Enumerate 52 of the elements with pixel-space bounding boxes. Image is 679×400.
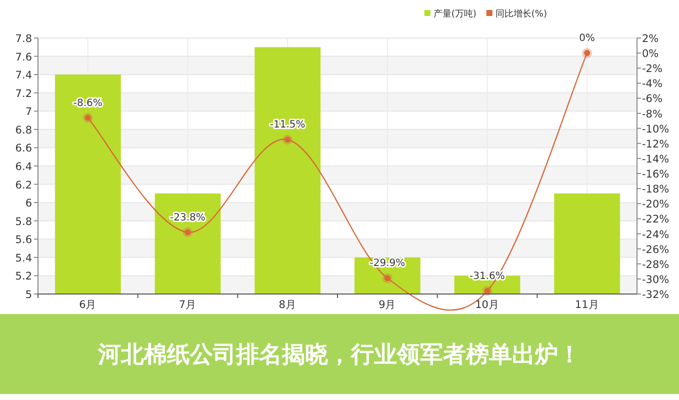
y2-tick-label: -8% <box>642 108 662 120</box>
y-tick-label: 6.4 <box>15 161 32 173</box>
y-tick-label: 5 <box>25 289 32 301</box>
y2-tick-label: -10% <box>642 123 670 136</box>
y2-tick-label: -2% <box>642 63 662 76</box>
y-tick-label: 5.6 <box>15 234 32 246</box>
legend-label: 产量(万吨) <box>433 8 476 20</box>
y2-tick-label: -12% <box>642 138 670 150</box>
y2-tick-label: 0% <box>642 48 659 60</box>
x-tick-label: 7月 <box>178 299 197 311</box>
point <box>582 48 592 58</box>
x-tick-label: 8月 <box>278 299 296 311</box>
y-tick-label: 5.2 <box>15 270 32 283</box>
y2-tick-label: -14% <box>642 153 670 166</box>
y2-tick-label: -28% <box>642 258 670 271</box>
y-tick-label: 7.8 <box>15 33 32 45</box>
y2-tick-label: -6% <box>642 93 662 106</box>
x-tick-label: 6月 <box>79 299 97 311</box>
y-tick-label: 5.4 <box>15 252 32 264</box>
y2-tick-label: -22% <box>642 214 670 226</box>
point <box>282 134 293 145</box>
y-tick-label: 5.8 <box>15 216 32 228</box>
data-label: -11.5% <box>270 120 306 131</box>
data-label: -8.6% <box>73 98 102 109</box>
y-tick-label: 6.6 <box>15 142 32 155</box>
y2-tick-label: -18% <box>642 184 670 196</box>
point <box>482 286 492 296</box>
x-tick-label: 10月 <box>475 299 500 311</box>
y2-tick-label: -30% <box>642 274 670 286</box>
point <box>82 112 93 123</box>
y2-tick-label: -20% <box>642 198 670 211</box>
y-tick-label: 7 <box>25 106 32 118</box>
legend-label: 同比增长(%) <box>495 8 547 20</box>
point <box>182 227 193 238</box>
y2-tick-label: -32% <box>642 289 670 301</box>
y2-tick-label: -26% <box>642 244 670 256</box>
y2-tick-label: -16% <box>642 168 670 181</box>
y-tick-label: 7.4 <box>15 70 32 82</box>
y2-tick-label: -4% <box>642 78 662 90</box>
x-tick-label: 9月 <box>378 299 396 311</box>
y-tick-label: 6.2 <box>15 179 32 192</box>
point <box>382 273 392 284</box>
y-tick-label: 6 <box>25 198 32 210</box>
y2-tick-label: -24% <box>642 228 670 241</box>
data-label: -23.8% <box>170 212 206 224</box>
y-tick-label: 7.2 <box>15 88 32 100</box>
x-tick-label: 11月 <box>574 299 600 311</box>
data-label: 0% <box>579 33 596 44</box>
y-tick-label: 7.6 <box>15 51 32 64</box>
y-tick-label: 6.8 <box>15 124 32 136</box>
text: 河北棉纸公司排名揭晓，行业领军者榜单出炉！ <box>97 342 581 368</box>
y2-tick-label: 2% <box>642 33 659 45</box>
